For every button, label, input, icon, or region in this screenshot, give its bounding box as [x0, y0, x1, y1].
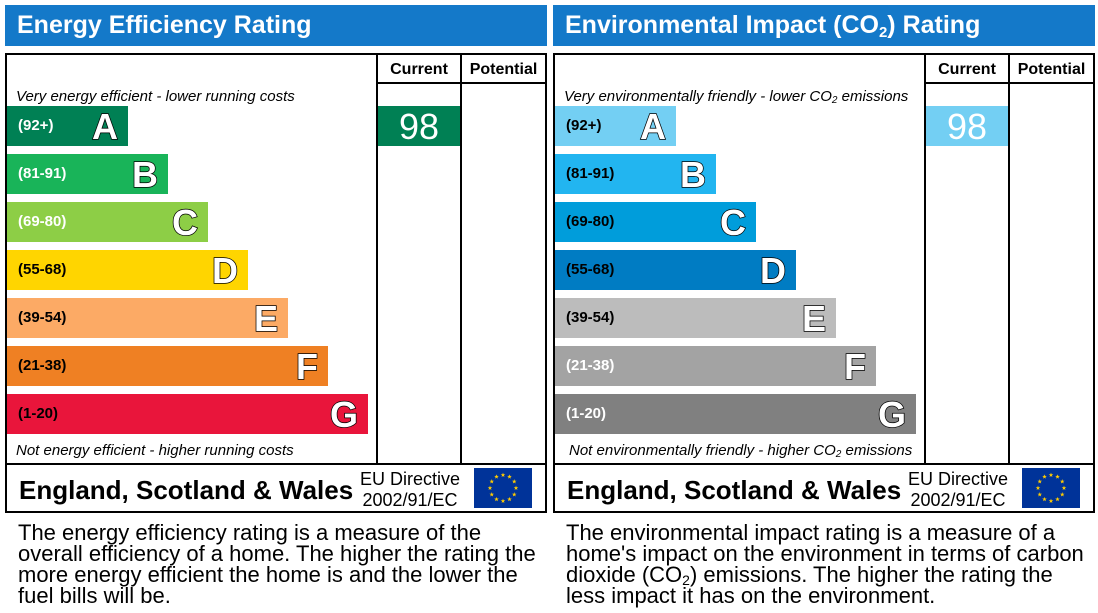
rating-band-c: (69-80) C: [555, 201, 756, 244]
top-note: Very environmentally friendly - lower CO…: [564, 88, 909, 106]
band-letter: C: [171, 201, 199, 244]
note-text: Very environmentally friendly - lower CO: [564, 88, 832, 105]
rating-band-g: (1-20) G: [555, 393, 916, 436]
footer-divider: [555, 463, 1093, 465]
footer-divider: [7, 463, 545, 465]
rating-band-f: (21-38) F: [7, 345, 328, 388]
band-letter: G: [877, 393, 907, 436]
environment-chart-frame: Current Potential Very environmentally f…: [553, 53, 1095, 513]
note-text-end: emissions: [837, 88, 909, 105]
directive-line2: 2002/91/EC: [362, 490, 458, 510]
current-column-header: Current: [390, 61, 448, 78]
directive-line1: EU Directive: [360, 469, 461, 489]
rating-band-c: (69-80) C: [7, 201, 208, 244]
rating-band-d: (55-68) D: [555, 249, 796, 292]
energy-efficiency-panel: Energy Efficiency Rating Current Potenti…: [5, 0, 547, 613]
band-range-label: (1-20): [18, 405, 59, 422]
note-text-end: emissions: [841, 442, 913, 459]
environmental-impact-panel: Environmental Impact (CO2) Rating Curren…: [553, 0, 1095, 613]
band-letter: A: [91, 105, 119, 148]
potential-column-header: Potential: [469, 61, 538, 78]
band-letter: C: [719, 201, 747, 244]
note-subscript: 2: [831, 95, 838, 106]
rating-band-a: (92+) A: [7, 105, 128, 148]
eu-directive: EU Directive 2002/91/EC: [360, 469, 460, 511]
energy-description: The energy efficiency rating is a measur…: [18, 520, 536, 608]
eu-flag-icon: [474, 468, 532, 508]
band-range-label: (69-80): [566, 213, 615, 230]
band-letter: B: [679, 153, 707, 196]
band-letter: E: [253, 297, 279, 340]
band-range-label: (55-68): [18, 261, 67, 278]
rating-band-b: (81-91) B: [555, 153, 716, 196]
energy-current-rating: 98: [378, 106, 460, 147]
rating-band-b: (81-91) B: [7, 153, 168, 196]
potential-column-header: Potential: [1017, 61, 1086, 78]
desc-text: The environmental impact rating is a mea…: [566, 520, 1084, 587]
band-letter: D: [759, 249, 787, 292]
band-letter: B: [131, 153, 159, 196]
directive-line1: EU Directive: [908, 469, 1009, 489]
band-letter: D: [211, 249, 239, 292]
desc-text-end: ) emissions. The higher the rating the l…: [566, 562, 1053, 608]
title-subscript: 2: [878, 24, 888, 41]
header-divider: [924, 82, 1095, 84]
directive-line2: 2002/91/EC: [910, 490, 1006, 510]
eu-flag-icon: [1022, 468, 1080, 508]
band-letter: G: [329, 393, 359, 436]
region-label: England, Scotland & Wales: [567, 475, 902, 505]
bottom-note: Not energy efficient - higher running co…: [16, 442, 294, 459]
desc-subscript: 2: [682, 572, 690, 588]
column-divider: [924, 55, 926, 465]
band-letter: F: [295, 345, 319, 388]
current-column-header: Current: [938, 61, 996, 78]
rating-band-f: (21-38) F: [555, 345, 876, 388]
region-label: England, Scotland & Wales: [19, 475, 354, 505]
header-divider: [376, 82, 547, 84]
rating-band-e: (39-54) E: [555, 297, 836, 340]
top-note: Very energy efficient - lower running co…: [16, 88, 295, 105]
rating-band-e: (39-54) E: [7, 297, 288, 340]
rating-band-a: (92+) A: [555, 105, 676, 148]
band-range-label: (55-68): [566, 261, 615, 278]
band-letter: F: [843, 345, 867, 388]
band-range-label: (81-91): [566, 165, 615, 182]
band-range-label: (92+): [18, 117, 54, 134]
band-range-label: (81-91): [18, 165, 67, 182]
note-text: Not environmentally friendly - higher CO: [569, 442, 836, 459]
band-range-label: (1-20): [566, 405, 607, 422]
eu-directive: EU Directive 2002/91/EC: [908, 469, 1008, 511]
note-subscript: 2: [835, 449, 842, 460]
energy-title: Energy Efficiency Rating: [5, 5, 547, 46]
rating-band-g: (1-20) G: [7, 393, 368, 436]
environment-description: The environmental impact rating is a mea…: [566, 520, 1086, 608]
energy-chart-frame: Current Potential Very energy efficient …: [5, 53, 547, 513]
band-range-label: (69-80): [18, 213, 67, 230]
environment-title: Environmental Impact (CO2) Rating: [553, 5, 1095, 46]
band-range-label: (21-38): [566, 357, 615, 374]
band-range-label: (39-54): [18, 309, 67, 326]
column-divider: [460, 55, 462, 465]
title-text: Environmental Impact (CO: [565, 11, 879, 39]
column-divider: [376, 55, 378, 465]
environment-current-rating: 98: [926, 106, 1008, 147]
band-letter: A: [639, 105, 667, 148]
band-range-label: (92+): [566, 117, 602, 134]
rating-band-d: (55-68) D: [7, 249, 248, 292]
band-range-label: (21-38): [18, 357, 67, 374]
band-range-label: (39-54): [566, 309, 615, 326]
column-divider: [1008, 55, 1010, 465]
band-letter: E: [801, 297, 827, 340]
bottom-note: Not environmentally friendly - higher CO…: [569, 442, 913, 460]
title-text-end: ) Rating: [887, 11, 981, 39]
